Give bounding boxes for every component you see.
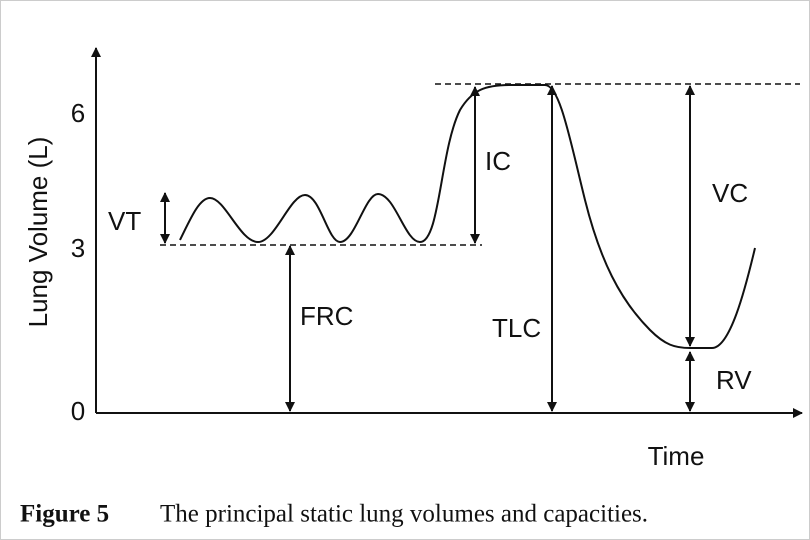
y-tick-label: 6 <box>71 98 85 128</box>
volume-curve <box>179 84 756 349</box>
vt-label: VT <box>108 206 141 236</box>
tlc-label: TLC <box>492 313 541 343</box>
y-axis-label: Lung Volume (L) <box>23 137 53 328</box>
ic-label: IC <box>485 146 511 176</box>
caption-text: The principal static lung volumes and ca… <box>160 501 648 528</box>
y-tick-label: 3 <box>71 233 85 263</box>
y-tick-label: 0 <box>71 396 85 426</box>
frc-label: FRC <box>300 301 353 331</box>
rv-label: RV <box>716 365 752 395</box>
x-axis-label: Time <box>648 441 705 471</box>
vc-label: VC <box>712 178 748 208</box>
caption-number: Figure 5 <box>20 501 109 528</box>
